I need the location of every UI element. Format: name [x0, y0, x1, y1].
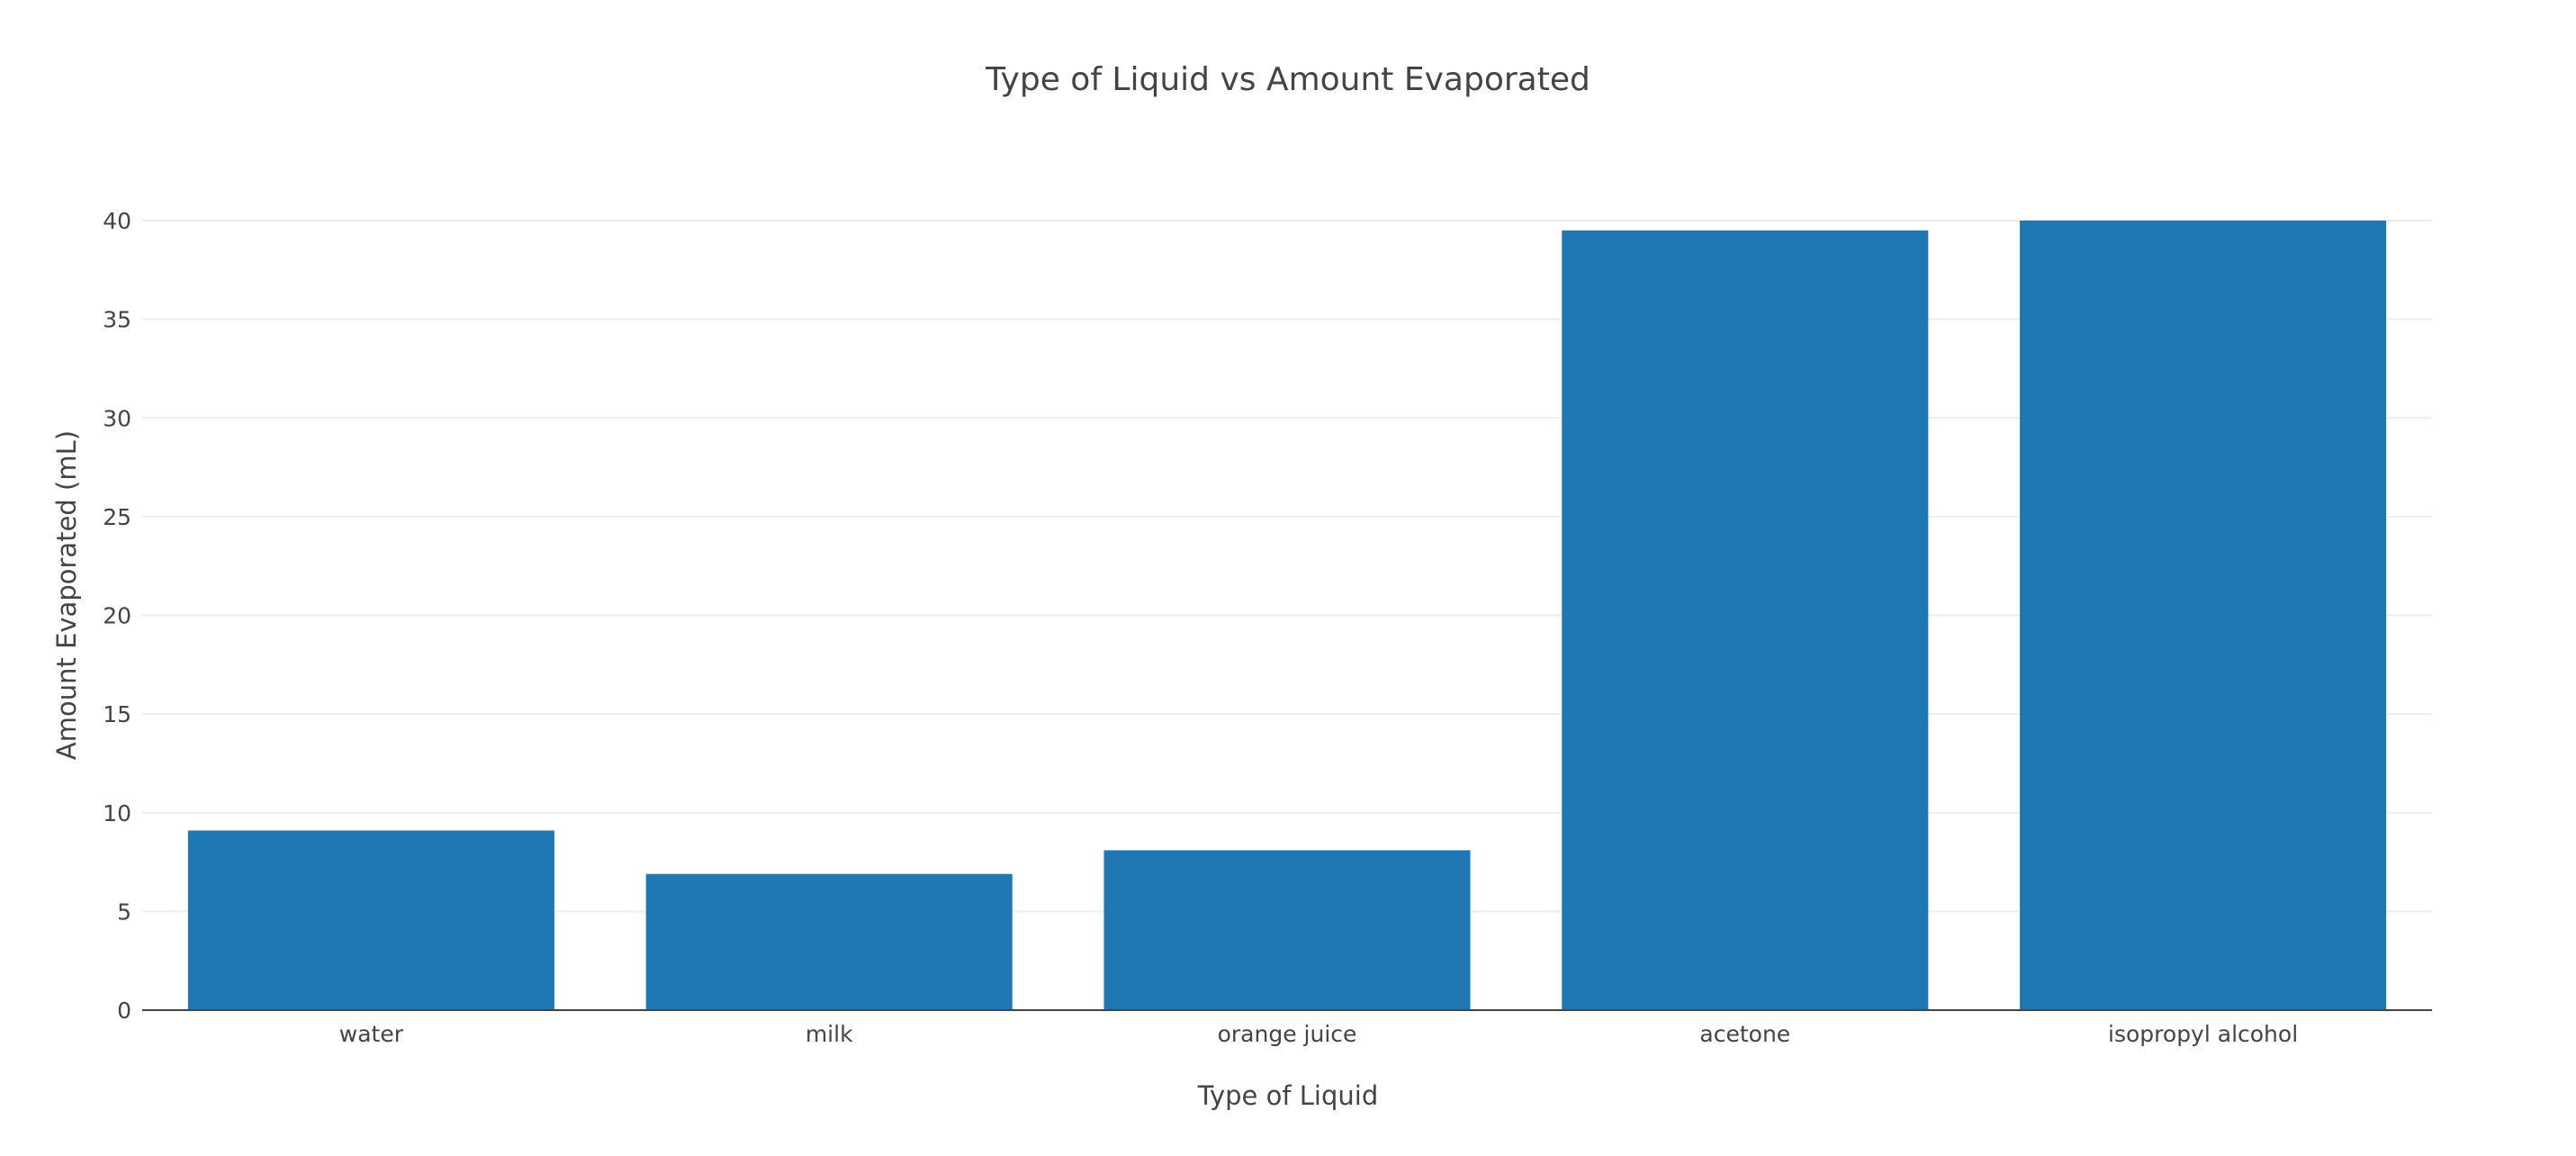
x-tick-label: isopropyl alcohol	[2108, 1021, 2298, 1047]
bar-isopropyl-alcohol	[2020, 221, 2387, 1010]
bars	[187, 221, 2387, 1010]
bar-orange-juice	[1103, 850, 1471, 1010]
y-tick-label: 15	[103, 701, 131, 727]
bar-water	[187, 830, 554, 1010]
y-tick-label: 10	[103, 800, 131, 826]
y-tick-label: 30	[103, 405, 131, 431]
y-tick-label: 20	[103, 603, 131, 629]
y-tick-label: 0	[117, 998, 131, 1024]
x-axis-ticks: water milk orange juice acetone isopropyl al…	[339, 1021, 2298, 1047]
bar-milk	[645, 873, 1013, 1010]
y-axis-ticks: 0 5 10 15 20 25 30 35 40	[103, 208, 131, 1024]
x-tick-label: acetone	[1699, 1021, 1790, 1047]
x-tick-label: water	[339, 1021, 404, 1047]
y-tick-label: 35	[103, 307, 131, 333]
gridlines	[142, 220, 2432, 913]
x-tick-label: milk	[806, 1021, 853, 1047]
y-tick-label: 40	[103, 208, 131, 234]
chart-title: Type of Liquid vs Amount Evaporated	[985, 61, 1590, 98]
y-axis-title: Amount Evaporated (mL)	[51, 430, 82, 760]
x-tick-label: orange juice	[1218, 1021, 1357, 1047]
y-tick-label: 5	[117, 899, 131, 925]
y-tick-label: 25	[103, 504, 131, 530]
x-axis-title: Type of Liquid	[1197, 1080, 1378, 1111]
bar-acetone	[1562, 230, 1929, 1010]
